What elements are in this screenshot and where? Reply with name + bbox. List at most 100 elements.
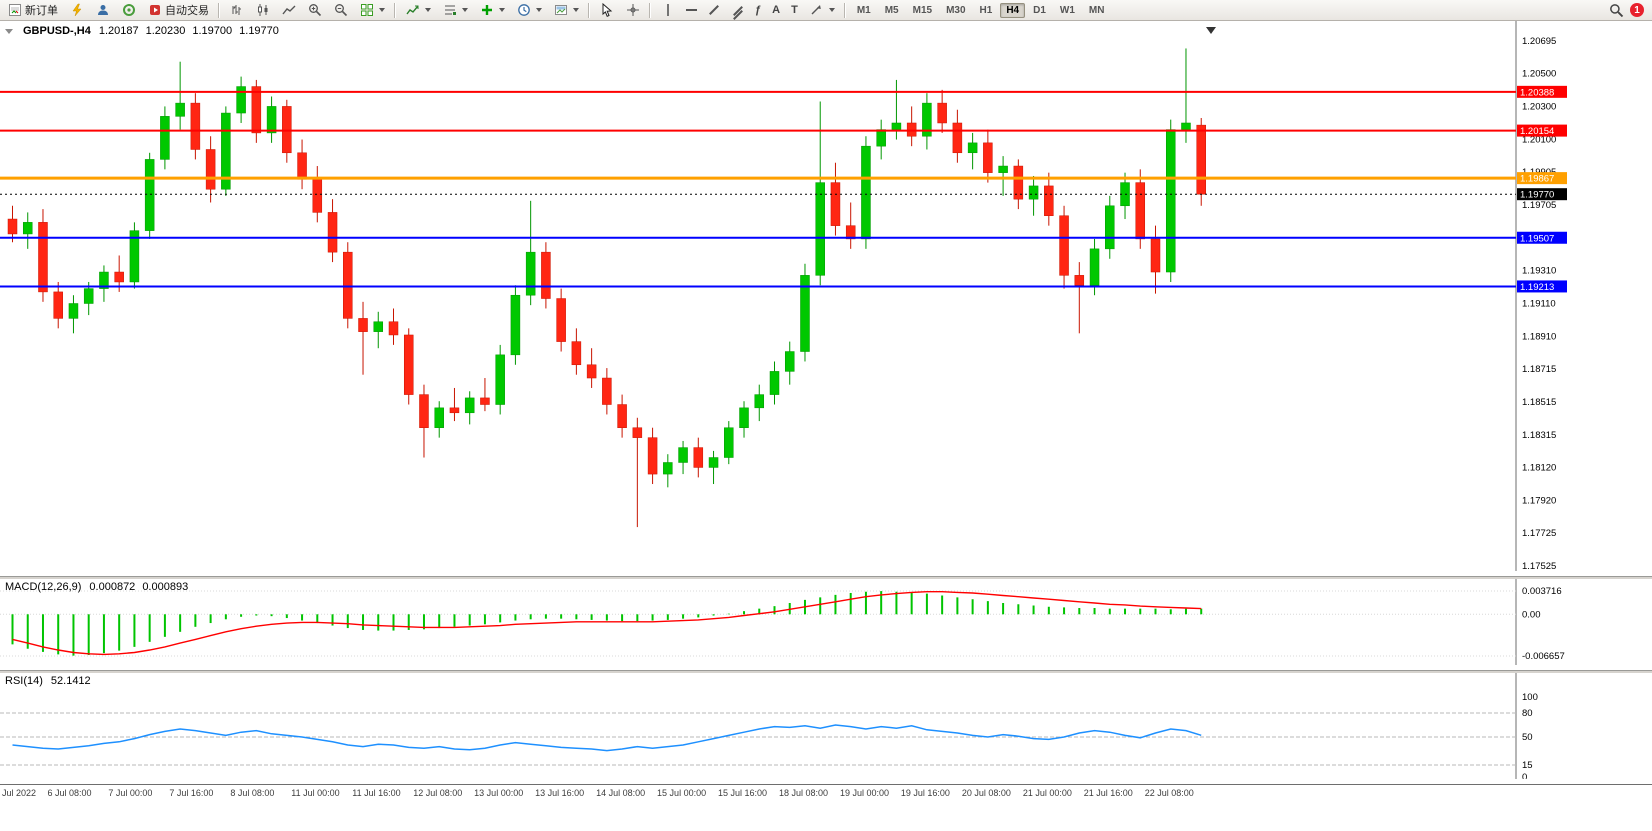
price-badge-1.19770: 1.19770 <box>1517 188 1567 201</box>
signals-button[interactable] <box>64 1 89 20</box>
notification-badge[interactable]: 1 <box>1630 3 1644 17</box>
candle-up <box>129 230 140 283</box>
arrows-button[interactable] <box>804 1 840 20</box>
tile-windows-button[interactable] <box>354 1 390 20</box>
timeframe-button-mn[interactable]: MN <box>1088 4 1105 16</box>
line-chart-icon <box>281 3 296 18</box>
rsi-label: RSI(14) 52.1412 <box>5 675 91 687</box>
candle-down <box>952 122 963 154</box>
candle-down <box>327 212 338 253</box>
indicator-list-button[interactable] <box>437 1 473 20</box>
candles <box>7 48 1206 528</box>
time-axis-label: 19 Jul 16:00 <box>900 788 950 798</box>
candle-up <box>663 462 673 475</box>
price-axis-labels[interactable]: 1.206951.205001.203001.201001.199051.197… <box>1522 36 1556 572</box>
vertical-line-button[interactable] <box>655 1 680 20</box>
time-axis[interactable]: Jul 2022 6 Jul 08:00 7 Jul 00:00 7 Jul 16:0… <box>0 784 1652 803</box>
rsi-name: RSI(14) <box>5 675 43 687</box>
zoom-in-icon <box>307 3 322 18</box>
candle-up <box>1165 129 1176 273</box>
indicators-button[interactable] <box>400 1 436 20</box>
timeframe-button-m30[interactable]: M30 <box>946 4 966 16</box>
arrows-icon <box>809 3 824 18</box>
panel-splitter[interactable] <box>0 576 1652 579</box>
macd-chart[interactable]: 0.003716 0.00 -0.006657 <box>0 579 1652 665</box>
new-order-button[interactable]: 新订单 <box>2 1 63 20</box>
timeframe-button-h4[interactable]: H4 <box>1000 2 1026 18</box>
trendline-button[interactable] <box>703 1 725 20</box>
cursor-button[interactable] <box>594 1 619 20</box>
candle-up <box>68 303 79 319</box>
candle-up <box>434 407 444 428</box>
toolbar-separator <box>394 2 396 18</box>
time-axis-label: 21 Jul 00:00 <box>1022 788 1072 798</box>
candle-up <box>1028 185 1039 200</box>
candle-down <box>602 377 612 405</box>
equidistant-channel-icon <box>731 4 744 20</box>
templates-button[interactable] <box>548 1 584 20</box>
symbol-dropdown-icon[interactable] <box>5 28 13 34</box>
horizontal-line-button[interactable] <box>681 1 702 20</box>
candle-down <box>586 364 597 379</box>
candlestick-chart-button[interactable] <box>250 1 275 20</box>
main-price-chart[interactable]: 1.206951.205001.203001.201001.199051.197… <box>0 21 1652 572</box>
macd-name: MACD(12,26,9) <box>5 581 82 593</box>
timeframe-button-m1[interactable]: M1 <box>856 4 871 16</box>
panel-splitter[interactable] <box>0 670 1652 673</box>
zoom-in-button[interactable] <box>302 1 327 20</box>
zoom-out-button[interactable] <box>328 1 353 20</box>
candle-up <box>754 394 765 409</box>
fibonacci-button[interactable]: ƒ <box>750 1 766 20</box>
candle-down <box>830 182 841 226</box>
search-icon[interactable] <box>1609 3 1624 18</box>
text-button[interactable]: A <box>767 1 785 20</box>
candle-down <box>937 102 947 124</box>
auto-trading-label: 自动交易 <box>165 5 209 17</box>
toolbar-separator <box>843 2 846 18</box>
timeframe-button-d1[interactable]: D1 <box>1033 4 1046 16</box>
candle-up <box>510 294 521 356</box>
price-badge-1.19867: 1.19867 <box>1517 172 1567 185</box>
line-chart-button[interactable] <box>276 1 301 20</box>
price-badge-1.20388: 1.20388 <box>1517 85 1567 98</box>
macd-axis-label: 0.003716 <box>1522 586 1562 597</box>
candle-down <box>693 447 704 468</box>
candlestick-chart-icon <box>255 3 270 18</box>
crosshair-button[interactable] <box>620 1 645 20</box>
toolbar-separator <box>588 2 590 18</box>
indicator-list-icon <box>442 3 457 18</box>
rsi-line <box>12 724 1202 752</box>
candle-down <box>53 291 63 319</box>
timeframe-button-h1[interactable]: H1 <box>979 4 993 16</box>
profile-button[interactable] <box>90 1 115 20</box>
text-label-button[interactable]: T <box>786 1 803 20</box>
bar-chart-button[interactable] <box>224 1 249 20</box>
timeframe-button-w1[interactable]: W1 <box>1059 4 1075 16</box>
new-order-label: 新订单 <box>25 5 58 17</box>
svg-text:1.20695: 1.20695 <box>1522 36 1556 47</box>
toolbar-separator <box>649 2 651 18</box>
chart-shift-marker-icon[interactable] <box>1206 27 1216 34</box>
candle-down <box>403 334 414 395</box>
candle-down <box>1013 165 1024 200</box>
svg-text:1.18315: 1.18315 <box>1522 430 1556 441</box>
auto-trading-button[interactable]: 自动交易 <box>142 1 214 20</box>
periods-button[interactable] <box>511 1 547 20</box>
time-axis-label: 8 Jul 08:00 <box>230 788 275 798</box>
candle-up <box>678 447 688 463</box>
channel-button[interactable] <box>726 1 749 20</box>
candle-up <box>221 112 231 190</box>
vertical-line-icon <box>660 3 675 18</box>
time-axis-label: 19 Jul 00:00 <box>839 788 889 798</box>
trendline-icon <box>709 5 719 15</box>
add-chart-button[interactable] <box>474 1 510 20</box>
market-button[interactable] <box>116 1 141 20</box>
candle-down <box>1074 275 1085 286</box>
new-order-icon <box>7 3 22 18</box>
timeframe-button-m5[interactable]: M5 <box>884 4 899 16</box>
rsi-chart[interactable]: 100 80 50 150 <box>0 673 1652 783</box>
macd-histogram <box>11 591 1203 656</box>
dropdown-caret-icon <box>462 8 468 12</box>
candle-down <box>1044 185 1054 216</box>
timeframe-button-m15[interactable]: M15 <box>912 4 933 16</box>
